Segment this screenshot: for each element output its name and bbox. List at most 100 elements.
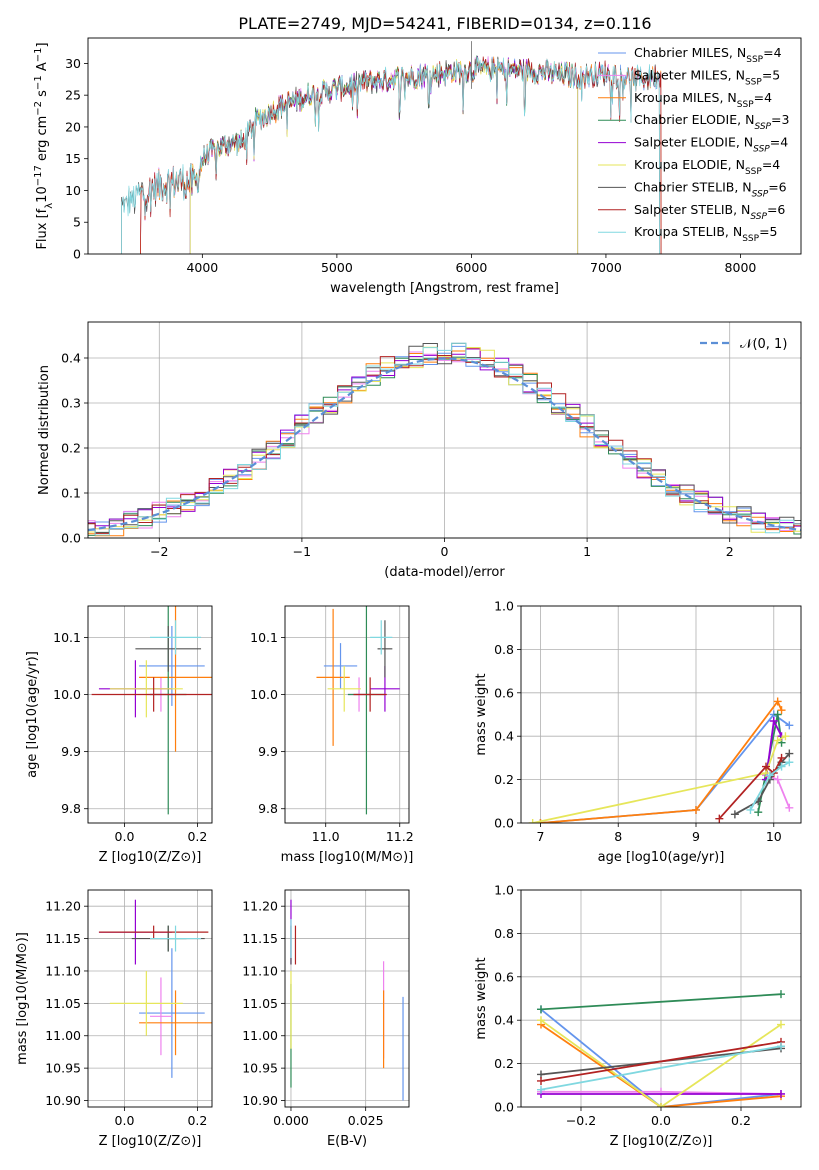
- y-tick-label: 1.0: [494, 883, 514, 898]
- ticks-age_vs_mass: 11.0 11.2 9.8 9.9 10.0 10.1: [250, 630, 414, 844]
- x-tick-label: 1: [583, 544, 591, 559]
- spectrum-line-chabrier_elodie: [189, 55, 579, 254]
- axes-frame: [87, 321, 802, 539]
- weight-marker-salpeter_stelib: [715, 814, 724, 823]
- axes-frame: [284, 605, 410, 824]
- legend-label-chabrier_miles: Chabrier MILES, NSSP=4: [634, 45, 782, 65]
- weight-marker-kroupa_elodie: [781, 732, 790, 741]
- x-tick-label: 2: [726, 544, 734, 559]
- y-tick-label: 0.2: [494, 1056, 514, 1071]
- y-tick-label: 0.3: [61, 396, 81, 411]
- y-tick-label: 11.05: [45, 996, 81, 1011]
- y-tick-label: 0: [73, 247, 81, 262]
- weight-marker-chabrier_elodie: [773, 710, 782, 719]
- weight-marker-kroupa_miles: [777, 706, 786, 715]
- panel-age_vs_Z: 0.0 0.2 9.8 9.9 10.0 10.1 Z [log10(Z/Z⊙)] age […: [25, 605, 213, 865]
- x-tick-label: 8000: [725, 260, 757, 275]
- y-tick-label: 0.4: [61, 351, 81, 366]
- y-tick-label: 0.0: [61, 531, 81, 546]
- weight-marker-salpeter_elodie: [769, 717, 778, 726]
- plot-area-age_vs_mass: [316, 606, 400, 815]
- y-tick-label: 11.10: [45, 963, 81, 978]
- histogram-chabrier_stelib: [88, 342, 801, 534]
- weight-marker-chabrier_stelib: [785, 749, 794, 758]
- weight-marker-kroupa_miles: [536, 819, 545, 823]
- x-axis-label: Z [log10(Z/Z⊙)]: [99, 850, 202, 865]
- x-tick-label: 11.0: [312, 829, 340, 844]
- legend-label-salpeter_stelib: Salpeter STELIB, NSSP=6: [634, 202, 785, 222]
- weight-marker-salpeter_stelib: [777, 753, 786, 762]
- weight-line-kroupa_miles: [540, 699, 783, 823]
- plot-area-mass_vs_ebv: [290, 899, 404, 1101]
- axes-frame: [87, 37, 802, 255]
- weight-marker-chabrier_stelib: [730, 810, 739, 819]
- weight-marker-kroupa_miles: [692, 805, 700, 814]
- x-tick-label: 0.0: [651, 1113, 671, 1128]
- y-tick-label: 10.0: [250, 687, 278, 702]
- y-tick-label: 9.8: [61, 801, 81, 816]
- weight-marker-kroupa_stelib: [785, 758, 794, 767]
- x-tick-label: 5000: [321, 260, 353, 275]
- y-axis-label: Flux [fλ10−17 erg cm−2 s−1 A−1]: [33, 42, 55, 249]
- weight-marker-salpeter_miles: [773, 775, 782, 784]
- legend-residuals: 𝒩(0, 1): [700, 337, 787, 352]
- y-tick-label: 9.9: [258, 744, 278, 759]
- weight-marker-kroupa_elodie: [528, 819, 537, 823]
- plot-area-weight_vs_Z: [537, 990, 785, 1107]
- weight-marker-chabrier_elodie: [777, 990, 785, 999]
- x-tick-label: 0.000: [273, 1113, 309, 1128]
- y-tick-label: 0.0: [494, 1100, 514, 1115]
- ticks-weight_vs_Z: −0.2 0.0 0.2 0.0 0.2 0.4 0.6 0.8 1.0: [494, 883, 751, 1129]
- plot-area-residuals: [88, 342, 801, 537]
- y-tick-label: 10.95: [242, 1061, 278, 1076]
- panel-residuals: −2 −1 0 1 2 0.0 0.1 0.2 0.3 0.4 (data-model)/error…: [37, 321, 802, 580]
- panel-spectrum: 4000 5000 6000 7000 8000 0 5 10 15 20 25 30 waveleng…: [33, 37, 802, 296]
- panel-weight_vs_age: 7 8 9 10 0.0 0.2 0.4 0.6 0.8 1.0 age [log10(age/yr…: [474, 599, 802, 865]
- y-tick-label: 0.4: [494, 729, 514, 744]
- weight-line-kroupa_stelib: [749, 761, 790, 811]
- weight-line-chabrier_miles: [540, 1008, 782, 1107]
- y-tick-label: 0.4: [494, 1013, 514, 1028]
- y-tick-label: 10.1: [250, 630, 278, 645]
- y-tick-label: 1.0: [494, 599, 514, 614]
- y-tick-label: 11.05: [242, 996, 278, 1011]
- y-tick-label: 5: [73, 215, 81, 230]
- weight-marker-kroupa_stelib: [777, 1042, 785, 1051]
- grid-age_vs_Z: [88, 606, 212, 823]
- y-tick-label: 10.95: [45, 1061, 81, 1076]
- histogram-kroupa_stelib: [88, 342, 801, 536]
- weight-marker-salpeter_miles: [785, 803, 794, 812]
- weight-marker-kroupa_elodie: [777, 1020, 785, 1029]
- weight-marker-chabrier_elodie: [537, 1005, 545, 1014]
- weight-line-salpeter_stelib: [718, 757, 783, 820]
- y-axis-label: mass weight: [474, 673, 489, 755]
- weight-line-salpeter_stelib: [540, 1041, 782, 1082]
- y-tick-label: 11.10: [242, 963, 278, 978]
- y-tick-label: 0.6: [494, 969, 514, 984]
- x-axis-label: mass [log10(M/M⊙)]: [281, 850, 414, 865]
- weight-marker-chabrier_miles: [785, 721, 794, 730]
- panel-mass_vs_Z: 0.0 0.2 10.90 10.95 11.00 11.05 11.10 11.15 11.2…: [15, 889, 213, 1149]
- x-tick-label: −2: [150, 544, 168, 559]
- grid-mass_vs_Z: [88, 890, 212, 1107]
- ticks-mass_vs_Z: 0.0 0.2 10.90 10.95 11.00 11.05 11.10 11.15 11.2…: [45, 899, 207, 1128]
- grid-mass_vs_ebv: [285, 890, 409, 1107]
- ticks-weight_vs_age: 7 8 9 10 0.0 0.2 0.4 0.6 0.8 1.0: [494, 599, 782, 845]
- weight-line-kroupa_stelib: [540, 1045, 782, 1091]
- axes-frame: [520, 605, 802, 824]
- x-tick-label: 6000: [455, 260, 487, 275]
- x-tick-label: 0: [441, 544, 449, 559]
- panel-mass_vs_ebv: 0.000 0.025 10.90 10.95 11.00 11.05 11.10 11.15…: [242, 889, 410, 1149]
- histogram-kroupa_elodie: [88, 346, 801, 533]
- y-tick-label: 11.00: [242, 1028, 278, 1043]
- weight-marker-kroupa_elodie: [537, 1016, 545, 1025]
- y-tick-label: 11.15: [242, 931, 278, 946]
- grid-weight_vs_Z: [521, 889, 801, 1108]
- plot-area-weight_vs_age: [528, 697, 794, 823]
- x-tick-label: 11.2: [386, 829, 414, 844]
- y-tick-label: 0.0: [494, 816, 514, 831]
- weight-marker-salpeter_stelib: [537, 1076, 545, 1085]
- y-tick-label: 0.2: [494, 772, 514, 787]
